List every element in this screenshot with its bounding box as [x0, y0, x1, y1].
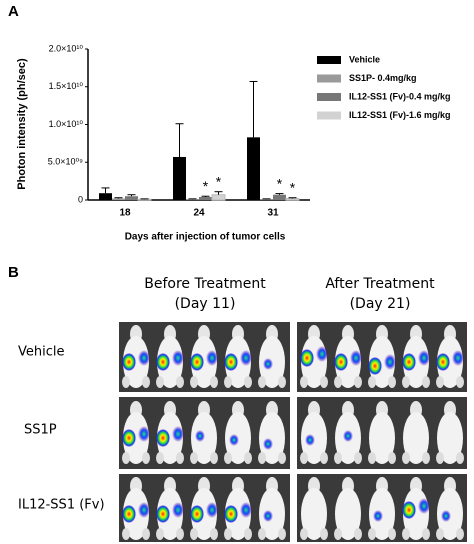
bar — [186, 199, 199, 200]
bar — [199, 196, 212, 200]
panel-b: B Before Treatment (Day 11) After Treatm… — [8, 264, 467, 542]
x-axis-title: Days after injection of tumor cells — [125, 232, 286, 243]
y-tick-label: 5.0×10⁰⁹ — [48, 157, 83, 167]
column-subtitle: (Day 11) — [175, 296, 236, 312]
y-axis-title: Photon intensity (ph/sec) — [16, 58, 28, 190]
bar — [99, 193, 112, 200]
bar — [247, 137, 260, 200]
panel-label: A — [8, 3, 19, 20]
bar — [285, 197, 300, 201]
significance-mark: * — [277, 175, 283, 191]
mice-row-1 — [122, 325, 464, 388]
row-label: SS1P — [24, 423, 57, 438]
column-title: Before Treatment — [144, 276, 266, 292]
x-tick-label: 31 — [267, 208, 279, 219]
legend-label: IL12-SS1 (Fv)-1.6 mg/kg — [349, 110, 451, 120]
y-tick-label: 1.5×10¹⁰ — [49, 81, 84, 91]
legend-label: Vehicle — [349, 54, 380, 64]
bar — [211, 194, 226, 201]
legend-swatch — [317, 56, 341, 64]
x-tick-label: 24 — [193, 208, 205, 219]
y-tick-label: 2.0×10¹⁰ — [49, 43, 84, 53]
y-tick-label: 0 — [78, 194, 83, 204]
mice-row-2 — [122, 401, 464, 464]
bar — [273, 194, 286, 200]
y-tick-label: 1.0×10¹⁰ — [49, 119, 84, 129]
significance-mark: * — [203, 178, 209, 194]
significance-mark: * — [216, 173, 222, 189]
significance-mark: * — [290, 179, 296, 195]
bar — [260, 199, 273, 200]
legend-swatch — [317, 74, 341, 83]
legend-label: IL12-SS1 (Fv)-0.4 mg/kg — [349, 91, 451, 101]
bar — [125, 196, 138, 200]
panel-label: B — [8, 264, 19, 281]
row-label: Vehicle — [18, 345, 65, 360]
legend-swatch — [317, 93, 341, 101]
column-title: After Treatment — [325, 276, 435, 292]
x-tick-label: 18 — [119, 208, 131, 219]
legend-label: SS1P- 0.4mg/kg — [349, 73, 417, 83]
bar — [173, 156, 186, 200]
row-label: IL12-SS1 (Fv) — [18, 498, 105, 513]
legend-swatch — [317, 111, 341, 120]
column-subtitle: (Day 21) — [350, 296, 411, 312]
mice-row-3 — [122, 477, 464, 540]
bar — [112, 198, 125, 200]
